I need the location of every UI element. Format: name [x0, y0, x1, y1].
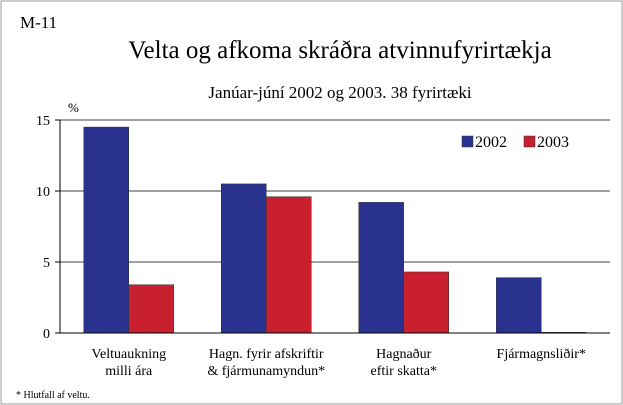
x-tick-label: Fjármagnsliðir* — [497, 347, 586, 362]
chart-title: Velta og afkoma skráðra atvinnufyrirtækj… — [128, 37, 551, 64]
footnote: * Hlutfall af veltu. — [16, 390, 90, 401]
legend-label: 2002 — [475, 134, 507, 151]
x-tick-label: Hagnaður eftir skatta* — [371, 347, 437, 379]
x-tick-label-line: Hagnaður — [376, 347, 432, 362]
bar — [496, 277, 542, 334]
bar — [266, 196, 312, 334]
x-tick-label-line: & fjármunamyndun* — [207, 364, 325, 379]
x-tick-label-line: Fjármagnsliðir* — [497, 347, 586, 362]
bar — [358, 202, 404, 334]
bar — [128, 284, 174, 334]
bar — [83, 126, 129, 334]
legend-swatch — [461, 135, 474, 148]
x-tick-label-line: eftir skatta* — [371, 364, 437, 379]
x-tick-label: Veltuaukning milli ára — [91, 347, 166, 379]
x-tick-label-line: milli ára — [105, 364, 153, 379]
x-tick-label: Hagn. fyrir afskriftir & fjármunamyndun* — [207, 347, 325, 379]
bar — [221, 183, 267, 334]
chart-code: M-11 — [20, 13, 57, 32]
legend-label: 2003 — [537, 134, 569, 151]
y-tick-label: 5 — [43, 256, 50, 271]
legend-swatch — [523, 135, 536, 148]
y-axis-label: % — [68, 100, 79, 115]
x-tick-label-line: Hagn. fyrir afskriftir — [209, 347, 324, 362]
y-tick-label: 10 — [36, 185, 50, 200]
bar — [403, 271, 449, 334]
x-tick-label-line: Veltuaukning — [91, 347, 166, 362]
y-tick-label: 15 — [36, 114, 50, 129]
y-tick-label: 0 — [43, 327, 50, 342]
chart-subtitle: Janúar-júní 2002 og 2003. 38 fyrirtæki — [208, 83, 471, 102]
